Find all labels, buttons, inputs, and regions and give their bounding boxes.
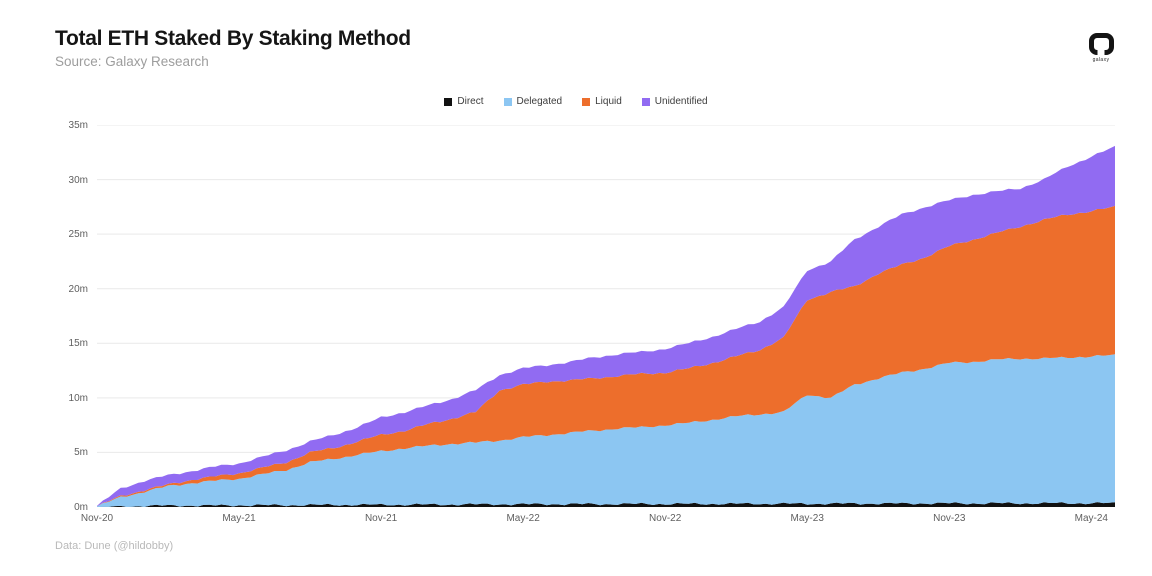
- legend-swatch-unidentified: [641, 97, 650, 106]
- legend-label-delegated: Delegated: [516, 96, 563, 107]
- x-tick-label: May-24: [1074, 513, 1108, 524]
- x-tick-label: Nov-21: [364, 513, 398, 524]
- x-tick-label: Nov-20: [80, 513, 114, 524]
- legend-label-direct: Direct: [457, 96, 484, 107]
- y-tick-label: 15m: [68, 338, 88, 350]
- galaxy-logo: galaxy: [1078, 33, 1124, 63]
- area-unidentified: [97, 145, 1115, 507]
- stacked-area-chart: [97, 125, 1115, 507]
- legend-item-liquid: Liquid: [582, 96, 622, 107]
- area-delegated: [97, 354, 1115, 507]
- legend-label-liquid: Liquid: [595, 96, 622, 107]
- data-credit: Data: Dune (@hildobby): [55, 540, 174, 552]
- y-tick-label: 20m: [68, 283, 88, 295]
- legend-item-unidentified: Unidentified: [641, 96, 708, 107]
- y-axis-labels: 0m 5m 10m 15m 20m 25m 30m 35m: [38, 120, 88, 513]
- page-subtitle: Source: Galaxy Research: [55, 54, 209, 69]
- chart-legend: Direct Delegated Liquid Unidentified: [0, 96, 1152, 107]
- legend-label-unidentified: Unidentified: [654, 96, 708, 107]
- plot-area: [97, 125, 1115, 507]
- page-title: Total ETH Staked By Staking Method: [55, 27, 411, 50]
- legend-swatch-direct: [444, 97, 453, 106]
- y-tick-label: 5m: [74, 447, 88, 459]
- legend-swatch-delegated: [503, 97, 512, 106]
- y-tick-label: 0m: [74, 502, 88, 513]
- legend-swatch-liquid: [582, 97, 591, 106]
- x-tick-label: Nov-22: [649, 513, 682, 524]
- legend-item-delegated: Delegated: [503, 96, 563, 107]
- galaxy-helmet-icon: [1088, 33, 1114, 55]
- x-tick-label: Nov-23: [933, 513, 966, 524]
- x-tick-label: May-22: [506, 513, 540, 524]
- legend-item-direct: Direct: [444, 96, 484, 107]
- x-tick-label: May-21: [222, 513, 256, 524]
- y-tick-label: 35m: [68, 120, 88, 131]
- y-tick-label: 25m: [68, 229, 88, 241]
- galaxy-logo-label: galaxy: [1092, 57, 1110, 63]
- y-tick-label: 30m: [68, 174, 88, 186]
- x-axis-labels: Nov-20 May-21 Nov-21 May-22 Nov-22 May-23 Nov-…: [81, 513, 1115, 529]
- y-tick-label: 10m: [68, 392, 88, 404]
- area-direct: [97, 502, 1115, 507]
- area-liquid: [97, 205, 1115, 507]
- x-tick-label: May-23: [790, 513, 824, 524]
